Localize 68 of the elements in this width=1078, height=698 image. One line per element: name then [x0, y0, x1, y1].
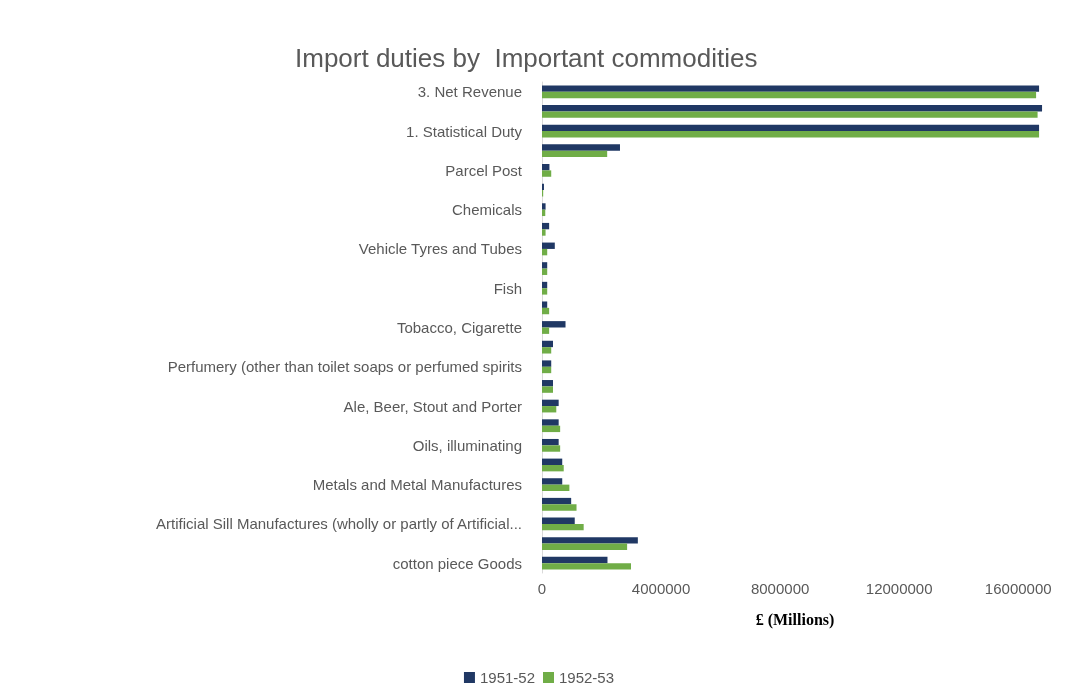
x-axis-title: £ (Millions) — [755, 610, 835, 629]
bar — [542, 340, 554, 348]
y-tick-label: Perfumery (other than toilet soaps or perfumed spirits — [167, 358, 522, 376]
bar — [542, 288, 548, 295]
x-tick-label: 0 — [537, 580, 547, 597]
bar — [542, 131, 1040, 138]
bar — [542, 419, 559, 426]
bar — [542, 497, 572, 505]
bar — [542, 406, 557, 413]
bar — [542, 360, 552, 367]
bar — [542, 458, 563, 465]
bar — [542, 281, 548, 289]
bar — [542, 170, 552, 177]
y-tick-label: 3. Net Revenue — [417, 83, 522, 101]
y-tick-label: cotton piece Goods — [392, 554, 522, 572]
bar — [542, 366, 552, 374]
bar — [542, 327, 550, 334]
x-tick-label: 4000000 — [631, 580, 691, 597]
bar — [542, 464, 564, 472]
bar — [542, 229, 546, 236]
bar — [542, 222, 550, 230]
bar — [542, 301, 548, 308]
x-tick-label: 16000000 — [984, 580, 1052, 597]
bar — [542, 124, 1040, 132]
bar — [542, 484, 570, 491]
bar — [542, 399, 559, 407]
bar — [542, 203, 546, 210]
bar — [542, 105, 1043, 112]
legend-label: 1952-53 — [559, 669, 615, 686]
y-tick-label: Parcel Post — [445, 161, 523, 179]
y-tick-label: 1. Statistical Duty — [406, 122, 523, 140]
y-tick-label: Metals and Metal Manufactures — [312, 476, 522, 494]
y-tick-label: Artificial Sill Manufactures (wholly or partly of Artificial... — [156, 515, 522, 533]
bar — [542, 111, 1038, 118]
bar — [542, 144, 620, 151]
x-tick-label: 8000000 — [750, 580, 810, 597]
y-tick-label: Ale, Beer, Stout and Porter — [343, 397, 522, 415]
bar — [542, 438, 559, 446]
bar — [542, 425, 561, 433]
bar — [542, 523, 584, 531]
bar — [542, 445, 561, 452]
y-tick-label: Oils, illuminating — [412, 436, 522, 454]
bar — [542, 504, 577, 511]
y-tick-label: Fish — [493, 279, 522, 297]
bar — [542, 268, 548, 275]
y-tick-label: Vehicle Tyres and Tubes — [358, 240, 522, 258]
bar — [542, 563, 631, 570]
y-tick-label: Tobacco, Cigarette — [396, 319, 522, 336]
chart-title: Import duties by Important commodities — [295, 43, 758, 73]
bar — [542, 262, 548, 269]
bar — [542, 556, 608, 564]
bar — [542, 537, 638, 544]
bar — [542, 321, 566, 328]
legend-label: 1951-52 — [479, 669, 536, 686]
bar — [542, 380, 554, 387]
bar — [542, 242, 555, 249]
bar — [542, 248, 548, 256]
bar — [542, 150, 608, 158]
bar — [542, 478, 563, 485]
bar — [542, 347, 552, 354]
bar — [542, 85, 1040, 92]
bar — [542, 543, 628, 550]
bar — [542, 91, 1037, 99]
y-tick-label: Chemicals — [451, 201, 522, 219]
bar — [542, 307, 550, 315]
x-tick-label: 12000000 — [865, 580, 933, 597]
bar — [542, 386, 554, 393]
bar — [542, 517, 575, 524]
